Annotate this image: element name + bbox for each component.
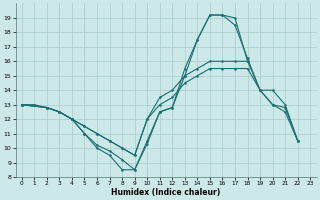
X-axis label: Humidex (Indice chaleur): Humidex (Indice chaleur) (111, 188, 221, 197)
